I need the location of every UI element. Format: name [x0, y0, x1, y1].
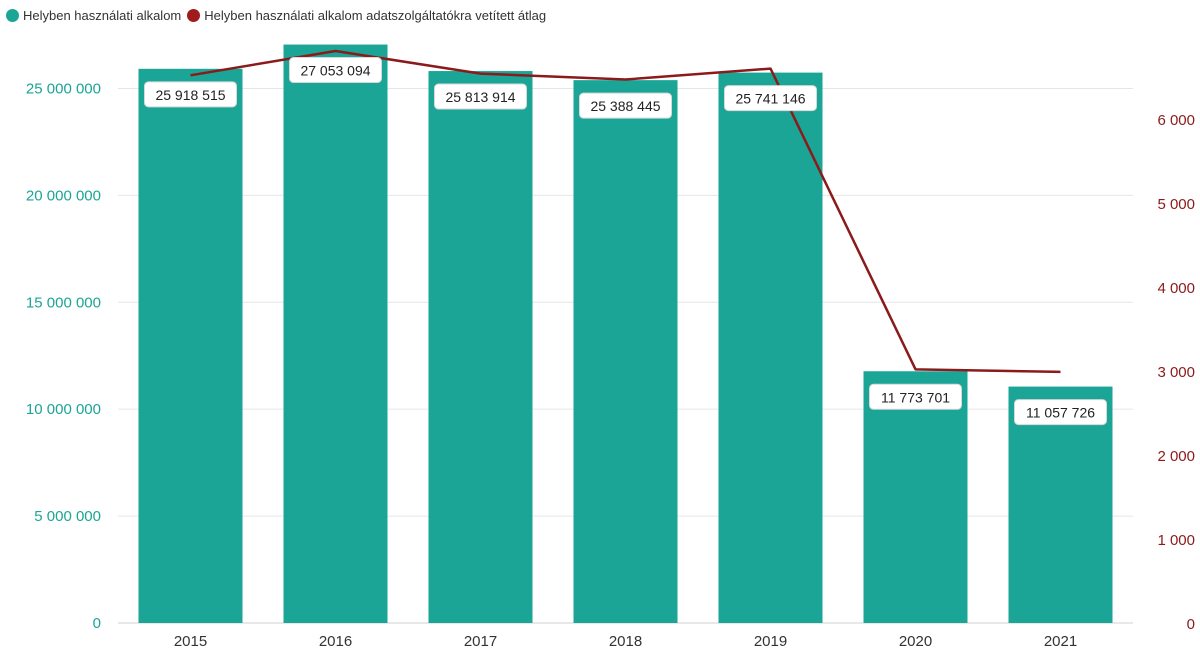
data-label: 11 057 726 — [1026, 405, 1095, 421]
legend-marker-bar — [6, 9, 19, 22]
data-label: 25 813 914 — [445, 89, 515, 105]
data-label-box — [434, 83, 527, 110]
y-right-tick-label: 0 — [1187, 616, 1195, 633]
data-label-box — [724, 85, 817, 112]
x-tick-label: 2020 — [899, 633, 932, 650]
legend-item-bar[interactable]: Helyben használati alkalom — [6, 8, 181, 23]
y-right-tick-label: 3 000 — [1157, 364, 1195, 381]
bar[interactable] — [283, 44, 388, 623]
legend-item-line[interactable]: Helyben használati alkalom adatszolgálta… — [187, 8, 546, 23]
x-tick-label: 2017 — [464, 633, 497, 650]
y-left-tick-label: 5 000 000 — [34, 508, 101, 525]
y-left-tick-label: 20 000 000 — [26, 187, 101, 204]
x-tick-label: 2018 — [609, 633, 642, 650]
y-right-tick-label: 5 000 — [1157, 196, 1195, 213]
bar[interactable] — [428, 71, 533, 624]
x-tick-label: 2021 — [1044, 633, 1077, 650]
y-right-tick-label: 6 000 — [1157, 112, 1195, 129]
bar[interactable] — [1008, 386, 1113, 623]
data-label: 25 741 146 — [735, 91, 805, 107]
series-line[interactable] — [190, 49, 1061, 374]
y-right-tick-label: 2 000 — [1157, 448, 1195, 465]
data-label-box — [1014, 399, 1107, 426]
legend: Helyben használati alkalom Helyben haszn… — [6, 8, 552, 23]
y-right-tick-label: 1 000 — [1157, 532, 1195, 549]
x-tick-label: 2016 — [319, 633, 352, 650]
data-label: 27 053 094 — [300, 63, 370, 79]
x-tick-label: 2015 — [174, 633, 207, 650]
legend-label-bar: Helyben használati alkalom — [23, 8, 182, 23]
bar[interactable] — [573, 80, 678, 624]
bar[interactable] — [718, 72, 823, 624]
data-label-box — [579, 92, 672, 119]
data-label: 25 918 515 — [155, 87, 225, 103]
y-right-tick-label: 4 000 — [1157, 280, 1195, 297]
y-left-tick-label: 10 000 000 — [26, 401, 101, 418]
data-label: 11 773 701 — [881, 389, 950, 405]
data-label-box — [869, 383, 962, 410]
y-left-tick-label: 25 000 000 — [26, 80, 101, 97]
bar[interactable] — [863, 371, 968, 623]
data-label-box — [144, 81, 237, 108]
legend-label-line: Helyben használati alkalom adatszolgálta… — [204, 8, 547, 23]
data-label-box — [289, 57, 382, 84]
y-left-tick-label: 0 — [93, 615, 101, 632]
legend-marker-line — [187, 9, 201, 22]
data-label: 25 388 445 — [590, 98, 660, 114]
x-tick-label: 2019 — [754, 633, 787, 650]
bar[interactable] — [138, 68, 243, 624]
y-left-tick-label: 15 000 000 — [26, 294, 101, 311]
